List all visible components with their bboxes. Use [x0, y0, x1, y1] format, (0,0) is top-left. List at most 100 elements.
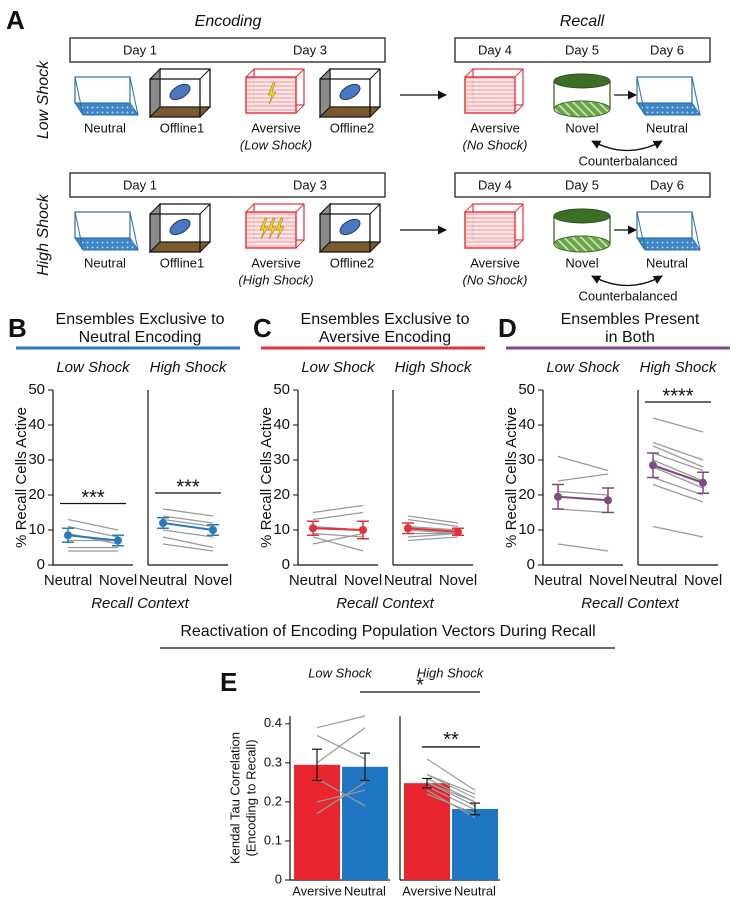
- subject: [169, 83, 191, 101]
- x-tick-label: Neutral: [139, 572, 187, 589]
- y-tick-label: 0.1: [264, 832, 282, 847]
- edge: [199, 203, 211, 215]
- aversive-context: [245, 68, 305, 114]
- mean-point: [404, 524, 412, 533]
- subject-line: [162, 536, 214, 549]
- x-axis-label: Recall Context: [91, 595, 189, 612]
- shock: [259, 217, 269, 240]
- mean-line: [557, 495, 609, 502]
- subject-line: [557, 508, 609, 514]
- mean-point: [64, 531, 72, 540]
- subject-line: [652, 476, 704, 496]
- subject-line: [426, 777, 476, 803]
- significance: ****: [662, 385, 693, 407]
- subject-line: [557, 473, 609, 482]
- y-tick-label: 0: [282, 556, 290, 573]
- subject-line: [312, 532, 364, 538]
- shock: [267, 82, 277, 105]
- y-tick-label: 40: [28, 416, 45, 433]
- y-tick-label: 30: [273, 451, 290, 468]
- neutral-context: [74, 211, 139, 251]
- panel-letter: B: [8, 313, 27, 343]
- panel-letter: C: [253, 313, 272, 343]
- day-label: Day 6: [650, 42, 684, 57]
- context-note: (No Shock): [462, 272, 527, 287]
- error-bar: [312, 748, 322, 782]
- x-tick-label: Novel: [194, 572, 232, 589]
- y-tick-label: 40: [518, 416, 535, 433]
- x-axis-label: Recall Context: [336, 595, 434, 612]
- error-bar: [470, 802, 480, 816]
- mean-line: [407, 527, 459, 533]
- x-tick-label: Neutral: [384, 572, 432, 589]
- subject-line: [312, 511, 364, 521]
- edge: [514, 203, 524, 213]
- x-tick-label: Novel: [344, 572, 382, 589]
- x-tick-label: Neutral: [289, 572, 337, 589]
- edge: [691, 211, 701, 251]
- mean-point: [454, 527, 462, 536]
- context-label: Offline2: [330, 120, 375, 135]
- subject-line: [652, 459, 704, 482]
- timeline: [454, 172, 711, 198]
- counterbalance-arrow: [591, 140, 663, 152]
- mean-line: [67, 534, 119, 542]
- day-label: Day 5: [565, 42, 599, 57]
- edge: [129, 211, 139, 251]
- x-tick-label: Neutral: [629, 572, 677, 589]
- x-tick-label: Novel: [439, 572, 477, 589]
- day-label: Day 4: [478, 42, 512, 57]
- subject-line: [652, 445, 704, 468]
- day-label: Day 1: [123, 42, 157, 57]
- context-note: (High Shock): [238, 272, 313, 287]
- x-tick-label: Novel: [589, 572, 627, 589]
- context-label: Novel: [565, 255, 598, 270]
- mean-point: [309, 524, 317, 533]
- edge: [369, 203, 381, 215]
- floor: [74, 237, 139, 251]
- y-tick-label: 50: [28, 381, 45, 398]
- floor: [148, 106, 212, 118]
- neutral-context: [636, 211, 701, 251]
- significance: *: [416, 674, 424, 696]
- bar: [342, 766, 388, 880]
- timeline: [69, 172, 386, 198]
- y-tick-label: 20: [28, 486, 45, 503]
- front: [149, 78, 201, 118]
- bar: [404, 783, 450, 880]
- bar: [294, 764, 340, 880]
- mean-point: [209, 526, 217, 534]
- x-tick-label: Neutral: [44, 572, 92, 589]
- edge: [295, 104, 305, 114]
- y-tick-label: 50: [518, 381, 535, 398]
- floor: [318, 106, 382, 118]
- floor: [148, 241, 212, 253]
- edge: [199, 68, 211, 80]
- x-tick-label: Neutral: [344, 883, 386, 898]
- mean-point: [699, 478, 707, 487]
- counterbalance-arrow: [591, 275, 663, 287]
- y-tick-label: 0: [37, 556, 45, 573]
- subject-line: [162, 543, 214, 552]
- mean-point: [604, 496, 612, 505]
- wall: [74, 211, 131, 239]
- top: [553, 73, 611, 89]
- subplot-title: Low Shock: [308, 665, 373, 680]
- subplot-title: Low Shock: [301, 359, 376, 376]
- day-label: Day 3: [293, 177, 327, 192]
- mean-line: [312, 527, 364, 531]
- y-axis-label: % Recall Cells Active: [503, 407, 520, 548]
- panel-title: Aversive Encoding: [319, 329, 451, 346]
- offline-context: [318, 67, 382, 119]
- error-bar: [360, 752, 370, 782]
- subject-line: [407, 525, 459, 531]
- edge: [636, 211, 646, 251]
- significance: ***: [176, 476, 200, 498]
- y-tick-label: 0.3: [264, 754, 282, 769]
- y-tick-label: 0.2: [264, 793, 282, 808]
- context-label: Neutral: [646, 255, 688, 270]
- counterbalance-label: Counterbalanced: [578, 153, 677, 168]
- row-label: High Shock: [35, 193, 52, 276]
- shock: [275, 217, 285, 240]
